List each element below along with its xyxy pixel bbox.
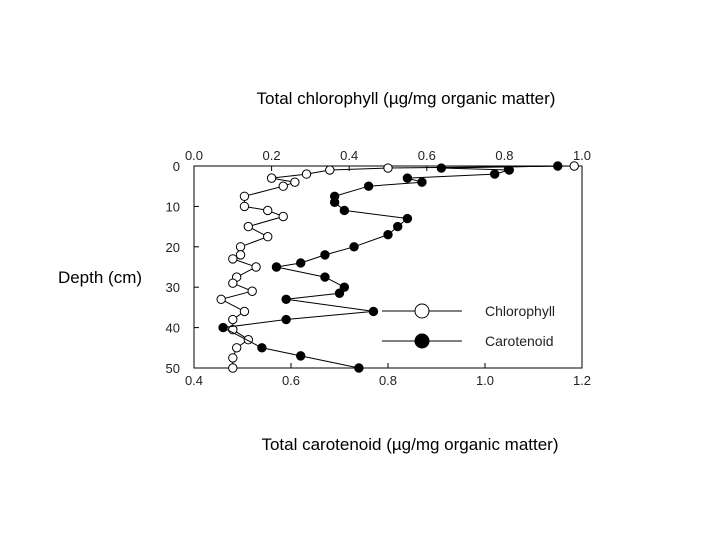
y-axis-tick-label: 40 — [166, 321, 180, 336]
carotenoid-point — [383, 229, 393, 240]
chlorophyll-point — [231, 343, 242, 353]
y-axis-tick-label: 30 — [166, 280, 180, 295]
carotenoid-point — [402, 173, 413, 183]
carotenoid-point — [320, 272, 330, 282]
chlorophyll-point — [278, 211, 288, 222]
carotenoid-point — [339, 205, 350, 216]
chlorophyll-point — [228, 254, 238, 264]
chlorophyll-point — [263, 232, 273, 242]
y-axis-tick-label: 20 — [166, 240, 180, 255]
top-axis-tick-label: 0.2 — [263, 148, 281, 163]
carotenoid-point — [368, 306, 379, 317]
chlorophyll-point — [266, 173, 277, 183]
bottom-axis-tick-label: 1.0 — [476, 373, 494, 388]
top-axis-tick-label: 0.8 — [495, 148, 513, 163]
chlorophyll-point — [383, 163, 393, 173]
carotenoid-point — [257, 343, 267, 353]
chlorophyll-point — [228, 363, 238, 373]
chlorophyll-point — [228, 353, 238, 363]
y-axis-title: Depth (cm) — [58, 268, 142, 287]
carotenoid-point — [436, 163, 447, 173]
carotenoid-point — [281, 294, 291, 305]
top-axis-tick-label: 0.6 — [418, 148, 436, 163]
chlorophyll-point — [228, 314, 238, 325]
chlorophyll-point — [228, 278, 238, 288]
legend: Chlorophyll Carotenoid — [382, 303, 555, 349]
chlorophyll-point — [235, 242, 246, 252]
chlorophyll-legend-marker — [414, 303, 430, 319]
chlorophyll-point — [239, 201, 250, 212]
carotenoid-point — [553, 161, 563, 171]
carotenoid-point — [354, 363, 364, 373]
top-axis-tick-label: 0.4 — [340, 148, 358, 163]
chlorophyll-point — [239, 306, 250, 317]
carotenoid-point — [417, 177, 427, 187]
chlorophyll-point — [290, 177, 300, 187]
axis-ticks: 0.0 0.2 0.4 0.6 0.8 1.0 0.4 0.6 0.8 1.0 1.2 0 10 20 30… — [166, 148, 592, 388]
carotenoid-point — [363, 181, 374, 191]
carotenoid-legend-marker — [414, 333, 430, 349]
top-axis-tick-label: 1.0 — [573, 148, 591, 163]
carotenoid-point — [393, 221, 403, 232]
carotenoid-point — [296, 351, 306, 361]
chlorophyll-point — [569, 161, 579, 171]
chlorophyll-point — [235, 250, 246, 260]
carotenoid-point — [320, 250, 330, 260]
bottom-axis-tick-label: 0.4 — [185, 373, 203, 388]
y-axis-tick-label: 10 — [166, 199, 180, 214]
y-axis-tick-label: 0 — [173, 159, 180, 174]
chlorophyll-point — [251, 262, 261, 272]
chlorophyll-point — [243, 221, 254, 232]
carotenoid-point — [296, 258, 306, 268]
bottom-axis-tick-label: 0.6 — [282, 373, 300, 388]
carotenoid-point — [490, 169, 500, 179]
bottom-axis-title: Total carotenoid (µg/mg organic matter) — [261, 435, 558, 454]
chlorophyll-point — [301, 169, 312, 179]
carotenoid-point — [349, 242, 359, 252]
carotenoid-point — [504, 165, 514, 175]
chlorophyll-point — [239, 191, 250, 202]
chlorophyll-point — [263, 205, 273, 216]
bottom-axis-tick-label: 0.8 — [379, 373, 397, 388]
carotenoid-point — [334, 288, 345, 298]
carotenoid-point — [218, 322, 228, 333]
chlorophyll-legend-label: Chlorophyll — [485, 303, 555, 319]
carotenoid-point — [281, 314, 291, 325]
series-group — [216, 161, 579, 373]
chlorophyll-point — [247, 286, 257, 296]
carotenoid-point — [402, 213, 413, 224]
carotenoid-legend-label: Carotenoid — [485, 333, 554, 349]
carotenoid-point — [329, 197, 340, 208]
y-axis-tick-label: 50 — [166, 361, 180, 376]
chlorophyll-point — [216, 294, 226, 305]
chlorophyll-point — [278, 181, 288, 191]
top-axis-title: Total chlorophyll (µg/mg organic matter) — [257, 89, 556, 108]
top-axis-tick-label: 0.0 — [185, 148, 203, 163]
bottom-axis-tick-label: 1.2 — [573, 373, 591, 388]
chlorophyll-point — [325, 165, 335, 175]
carotenoid-point — [339, 282, 350, 292]
carotenoid-point — [271, 262, 282, 272]
